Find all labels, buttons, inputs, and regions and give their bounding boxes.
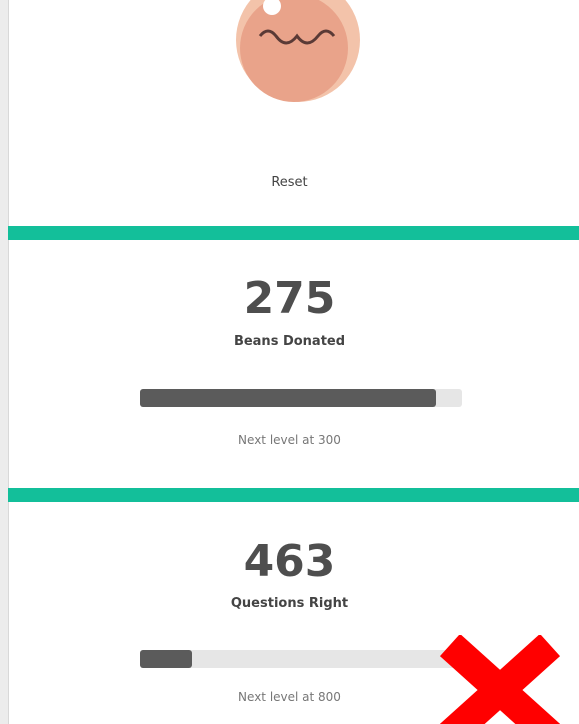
next-level: Next level at 300 <box>0 433 579 447</box>
stat-value: 463 <box>0 536 579 587</box>
progress-fill <box>140 389 436 407</box>
stat-label: Beans Donated <box>0 334 579 349</box>
red-x <box>430 635 570 724</box>
progress-track <box>140 650 462 668</box>
reset-button[interactable]: Reset <box>0 175 579 190</box>
divider <box>8 226 579 240</box>
progress-track <box>140 389 462 407</box>
stat-value: 275 <box>0 273 579 324</box>
divider <box>8 488 579 502</box>
progress-fill <box>140 650 192 668</box>
avatar-layer <box>0 0 579 724</box>
screen: Reset 275 Beans Donated Next level at 30… <box>0 0 579 724</box>
stat-label: Questions Right <box>0 596 579 611</box>
